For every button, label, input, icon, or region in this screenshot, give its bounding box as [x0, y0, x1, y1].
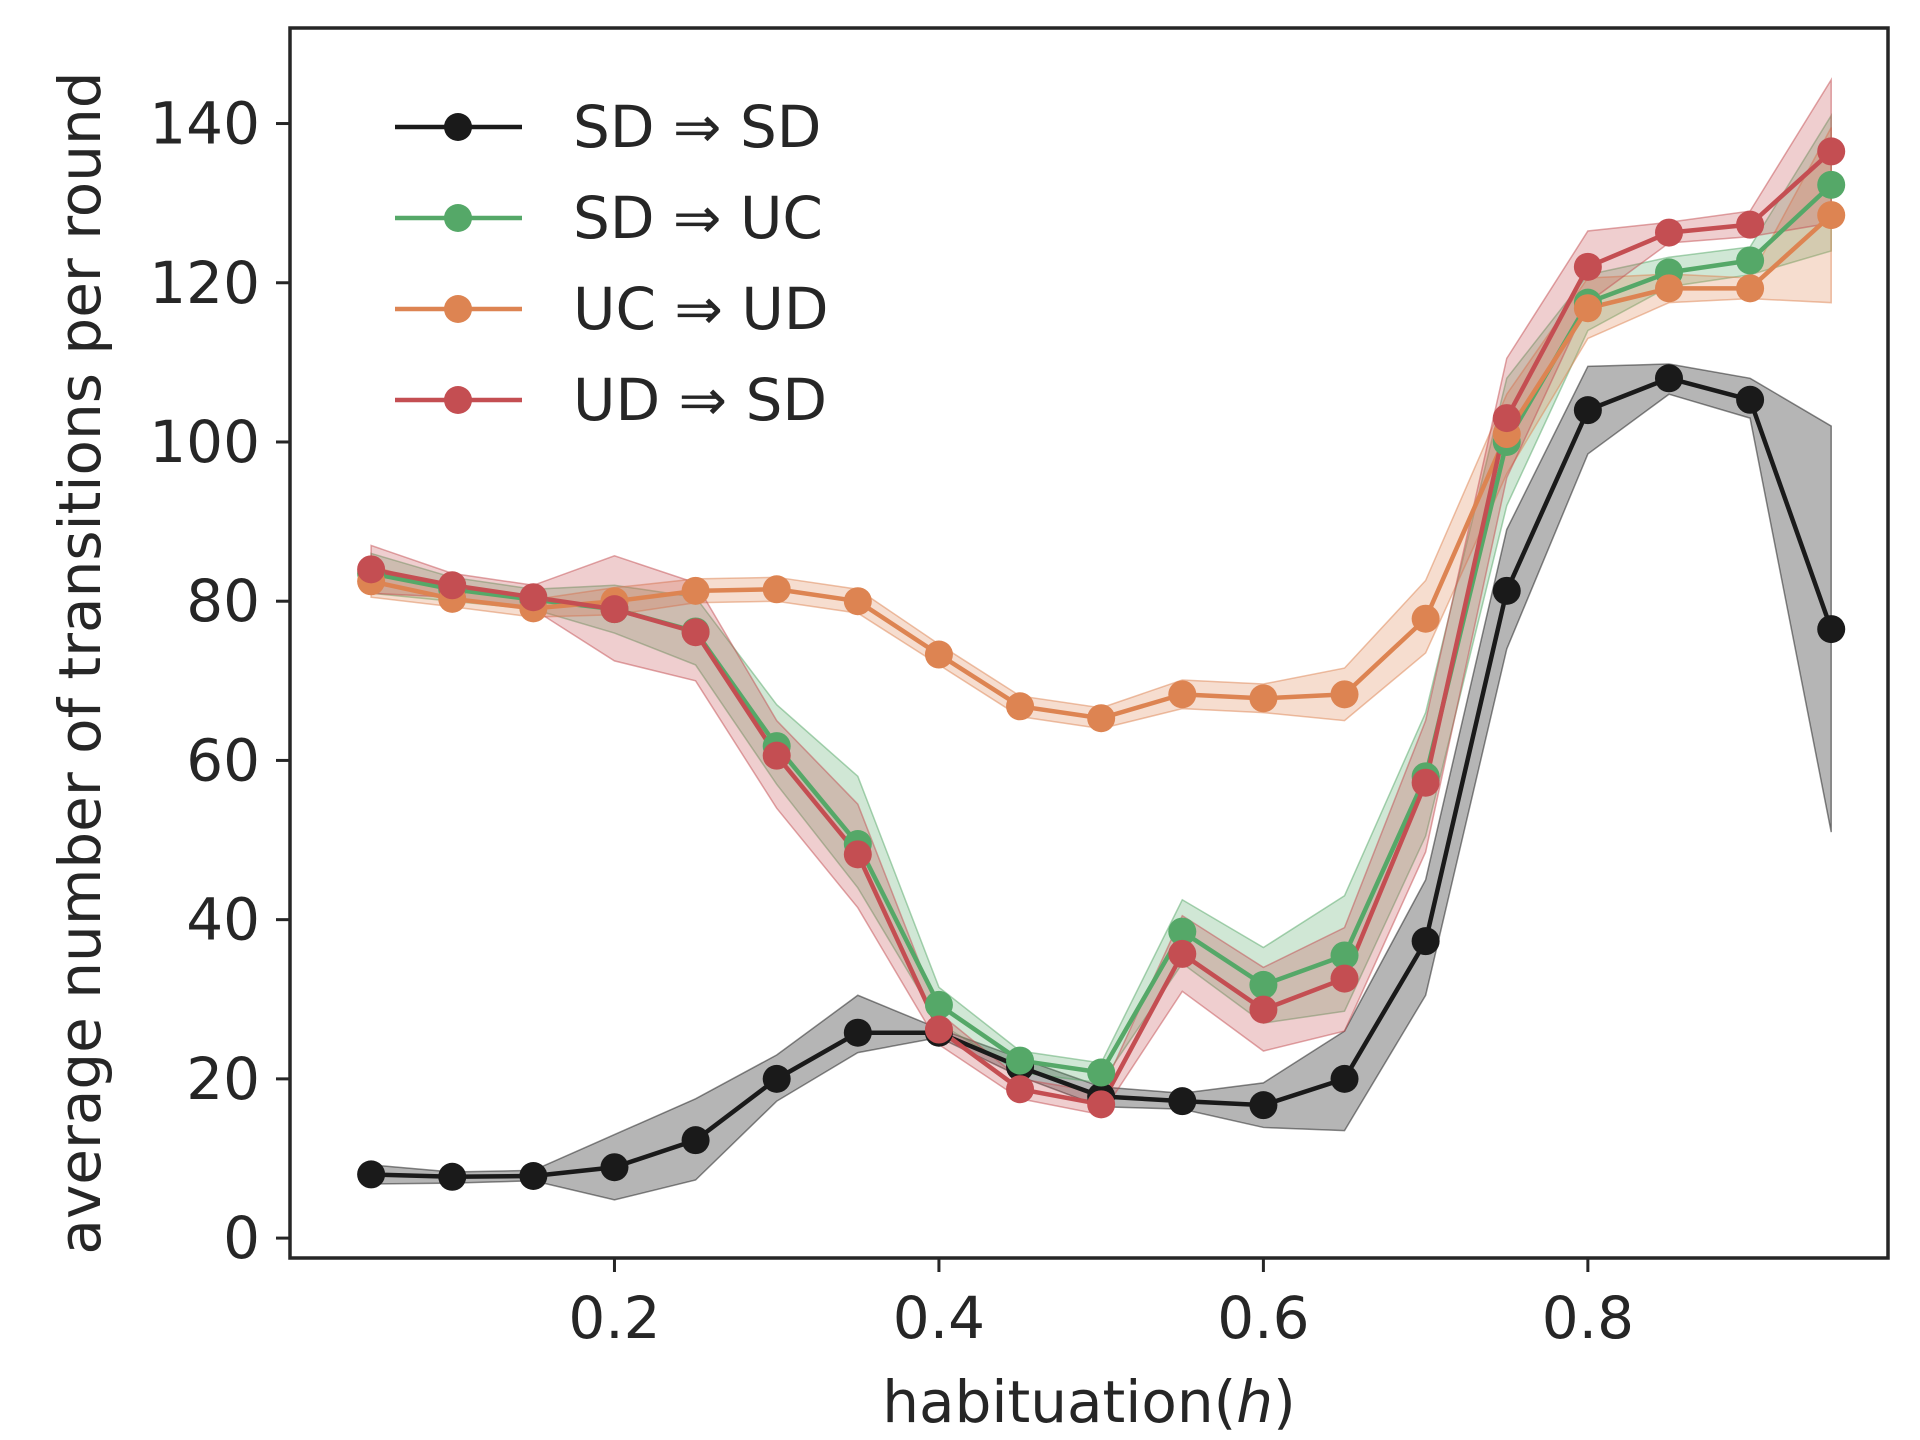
point-series-2-8 [1006, 692, 1035, 721]
point-series-2-12 [1330, 680, 1359, 709]
x-axis: 0.2 0.4 0.6 0.8 [568, 1258, 1634, 1352]
line-series-0 [371, 376, 1834, 1180]
point-series-3-12 [1330, 964, 1359, 993]
x-axis-label-close: ) [1273, 1368, 1296, 1436]
y-axis-label: average number of transitions per round [46, 71, 114, 1254]
band-series-0 [370, 363, 1832, 1201]
point-series-3-17 [1736, 210, 1765, 239]
point-series-3-4 [681, 618, 710, 647]
point-series-1-8 [1006, 1046, 1035, 1075]
point-series-2-13 [1411, 604, 1440, 633]
legend-label-2: UC ⇒ UD [573, 275, 829, 343]
point-series-3-15 [1573, 252, 1602, 281]
point-series-0-0 [357, 1160, 386, 1189]
point-series-1-11 [1249, 970, 1278, 999]
point-series-0-6 [843, 1018, 872, 1047]
point-series-3-16 [1654, 218, 1683, 247]
legend-marker-3 [444, 386, 472, 414]
point-series-0-17 [1736, 385, 1765, 414]
point-series-3-11 [1249, 995, 1278, 1024]
legend: SD ⇒ SD SD ⇒ UC UC ⇒ UD UD ⇒ SD [395, 93, 829, 434]
point-series-1-10 [1168, 917, 1197, 946]
y-tick-label-2: 40 [186, 886, 260, 954]
point-series-1-17 [1736, 246, 1765, 275]
point-series-0-12 [1330, 1064, 1359, 1093]
point-series-3-14 [1492, 404, 1521, 433]
point-series-2-5 [762, 575, 791, 604]
y-tick-label-1: 20 [186, 1045, 260, 1113]
point-series-2-10 [1168, 680, 1197, 709]
y-axis: 0 20 40 60 80 100 120 140 [149, 90, 290, 1272]
point-series-2-18 [1817, 201, 1846, 230]
point-series-0-11 [1249, 1091, 1278, 1120]
point-series-1-18 [1817, 170, 1846, 199]
point-series-3-18 [1817, 137, 1846, 166]
point-series-3-5 [762, 741, 791, 770]
point-series-2-15 [1573, 294, 1602, 323]
point-series-3-8 [1006, 1075, 1035, 1104]
point-series-1-12 [1330, 941, 1359, 970]
point-series-2-11 [1249, 684, 1278, 713]
point-series-0-15 [1573, 396, 1602, 425]
point-series-3-6 [843, 840, 872, 869]
y-tick-label-6: 120 [149, 249, 260, 317]
point-series-0-1 [438, 1162, 467, 1191]
point-series-0-10 [1168, 1087, 1197, 1116]
x-tick-label-1: 0.4 [893, 1284, 985, 1352]
point-series-2-9 [1087, 704, 1116, 733]
point-series-3-9 [1087, 1090, 1116, 1119]
point-series-2-7 [924, 640, 953, 669]
x-tick-label-0: 0.2 [568, 1284, 660, 1352]
legend-label-3: UD ⇒ SD [573, 366, 827, 434]
point-series-3-2 [519, 583, 548, 612]
point-series-1-9 [1087, 1058, 1116, 1087]
point-series-0-18 [1817, 615, 1846, 644]
y-tick-label-0: 0 [223, 1204, 260, 1272]
point-series-0-16 [1654, 364, 1683, 393]
series-markers [357, 137, 1846, 1191]
legend-marker-1 [444, 204, 472, 232]
point-series-2-6 [843, 587, 872, 616]
point-series-3-1 [438, 571, 467, 600]
y-tick-label-7: 140 [149, 90, 260, 158]
point-series-0-2 [519, 1162, 548, 1190]
point-series-1-7 [924, 990, 953, 1019]
y-tick-label-3: 60 [186, 726, 260, 794]
point-series-3-7 [924, 1015, 953, 1044]
legend-label-1: SD ⇒ UC [573, 184, 823, 252]
x-axis-label-text: habituation( [882, 1368, 1236, 1436]
legend-marker-2 [444, 295, 472, 323]
point-series-2-16 [1654, 274, 1683, 303]
point-series-3-3 [600, 595, 629, 624]
point-series-3-13 [1411, 768, 1440, 797]
point-series-0-14 [1492, 576, 1521, 605]
point-series-0-5 [762, 1064, 791, 1093]
legend-marker-0 [444, 113, 472, 141]
point-series-2-4 [681, 576, 710, 605]
point-series-3-0 [357, 555, 386, 584]
x-axis-label: habituation(h) [882, 1368, 1295, 1436]
y-tick-label-5: 100 [149, 408, 260, 476]
plot-frame [288, 26, 1890, 1260]
x-tick-label-2: 0.6 [1217, 1284, 1309, 1352]
y-tick-label-4: 80 [186, 567, 260, 635]
band-series-2 [370, 127, 1832, 730]
point-series-0-4 [681, 1126, 710, 1155]
point-series-0-3 [600, 1153, 629, 1182]
point-series-3-10 [1168, 939, 1197, 968]
x-tick-label-3: 0.8 [1542, 1284, 1634, 1352]
point-series-2-17 [1736, 274, 1765, 303]
point-series-0-13 [1411, 927, 1440, 956]
legend-label-0: SD ⇒ SD [573, 93, 821, 161]
x-axis-label-var: h [1236, 1368, 1273, 1436]
